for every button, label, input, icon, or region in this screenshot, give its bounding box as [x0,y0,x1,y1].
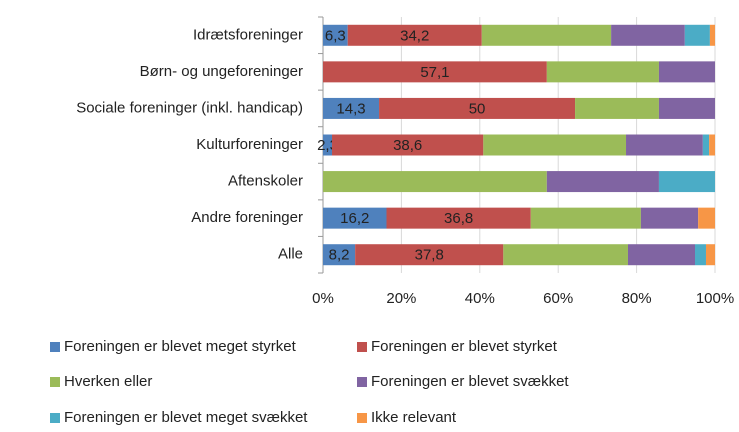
legend-swatch [357,342,367,352]
legend-swatch [357,377,367,387]
y-tick-label: Kulturforeninger [196,136,303,153]
x-tick-label: 80% [622,290,652,307]
bar-segment [323,207,387,229]
x-tick-label: 20% [386,290,416,307]
data-label: 34,2 [400,27,429,44]
bar-segment [483,134,627,156]
y-tick-label: Aftenskoler [228,173,303,190]
bar-segment [546,61,659,83]
legend-swatch [357,413,367,423]
bar-segment [503,244,628,266]
legend-swatch [50,377,60,387]
bar-segment [530,207,641,229]
data-label: 37,8 [415,247,444,264]
y-tick-label: Andre foreninger [191,209,303,226]
bar-segment [347,24,482,46]
data-label: 36,8 [444,210,473,227]
data-label: 50 [469,100,486,117]
x-tick-label: 60% [543,290,573,307]
bar-segment [658,61,715,83]
legend-label: Hverken eller [64,373,152,390]
x-tick-label: 40% [465,290,495,307]
bar-segment [611,24,685,46]
bar-segment [323,61,547,83]
bar-segment [386,207,531,229]
data-label: 14,3 [336,100,365,117]
bar-segment [332,134,484,156]
y-tick-label: Idrætsforeninger [193,26,303,43]
bar-segment [695,244,706,266]
bar-segment [640,207,699,229]
data-label: 57,1 [420,64,449,81]
bar-segment [626,134,703,156]
bar-segment [323,171,547,193]
bar-segment [658,171,715,193]
bar-segment [355,244,504,266]
bar-segment [684,24,710,46]
data-label: 8,2 [329,247,350,264]
legend-label: Foreningen er blevet meget styrket [64,338,297,355]
data-label: 38,6 [393,137,422,154]
bar-segment [627,244,696,266]
data-label: 16,2 [340,210,369,227]
bar-segment [546,171,659,193]
y-tick-label: Børn- og ungeforeninger [140,63,303,80]
bar-segment [481,24,612,46]
bar-segment [323,97,380,119]
bar-segment [379,97,576,119]
bar-segment [702,134,710,156]
y-tick-label: Alle [278,246,303,263]
legend-label: Foreningen er blevet styrket [371,338,558,355]
y-tick-label: Sociale foreninger (inkl. handicap) [76,99,303,116]
bar-segment [323,134,333,156]
bar-segment [323,24,348,46]
bar-segment [709,24,715,46]
legend-label: Foreningen er blevet meget svækket [64,409,308,426]
legend-label: Foreningen er blevet svækket [371,373,569,390]
data-label: 6,3 [325,27,346,44]
bar-segment [658,97,715,119]
bar-segment [705,244,715,266]
legend-swatch [50,413,60,423]
legend-swatch [50,342,60,352]
bar-segment [709,134,715,156]
bar-segment [323,244,356,266]
bar-segment [698,207,715,229]
x-tick-label: 100% [696,290,734,307]
legend-label: Ikke relevant [371,409,457,426]
x-tick-label: 0% [312,290,334,307]
bar-segment [575,97,659,119]
